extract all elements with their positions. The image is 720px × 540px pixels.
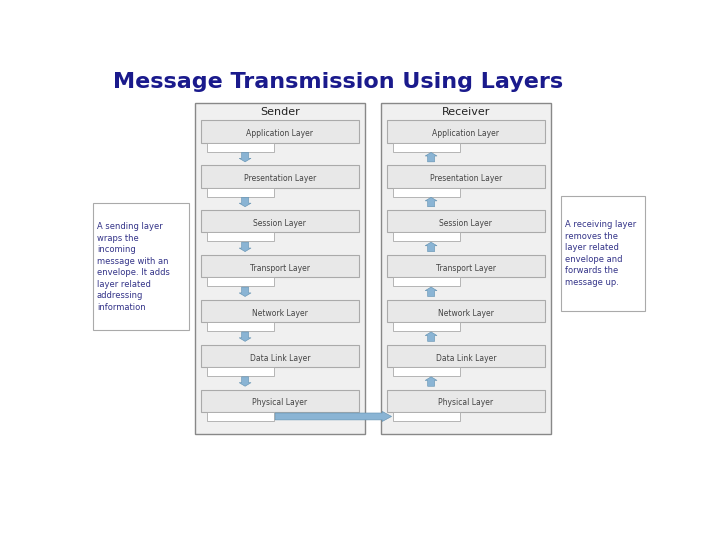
FancyBboxPatch shape (207, 187, 274, 197)
FancyBboxPatch shape (207, 232, 274, 241)
Text: Receiver: Receiver (441, 107, 490, 117)
FancyBboxPatch shape (93, 204, 189, 330)
FancyBboxPatch shape (393, 367, 459, 376)
FancyArrow shape (275, 411, 392, 421)
FancyBboxPatch shape (393, 187, 459, 197)
FancyArrow shape (239, 242, 251, 252)
Text: A sending layer
wraps the
incoming
message with an
envelope. It adds
layer relat: A sending layer wraps the incoming messa… (97, 222, 170, 312)
Text: Presentation Layer: Presentation Layer (244, 174, 316, 183)
FancyArrow shape (239, 287, 251, 296)
FancyBboxPatch shape (381, 103, 551, 434)
FancyBboxPatch shape (393, 278, 459, 286)
FancyBboxPatch shape (387, 120, 545, 143)
FancyArrow shape (426, 332, 437, 341)
FancyBboxPatch shape (387, 210, 545, 232)
FancyBboxPatch shape (387, 389, 545, 412)
Text: Data Link Layer: Data Link Layer (436, 354, 496, 362)
Text: Network Layer: Network Layer (438, 309, 494, 318)
FancyBboxPatch shape (207, 412, 274, 421)
FancyBboxPatch shape (201, 120, 359, 143)
Text: Session Layer: Session Layer (253, 219, 306, 228)
FancyArrow shape (239, 197, 251, 207)
FancyBboxPatch shape (207, 143, 274, 152)
FancyBboxPatch shape (387, 255, 545, 278)
Text: Physical Layer: Physical Layer (252, 399, 307, 408)
FancyBboxPatch shape (201, 255, 359, 278)
Text: Sender: Sender (260, 107, 300, 117)
Text: Message Transmission Using Layers: Message Transmission Using Layers (113, 72, 563, 92)
FancyArrow shape (426, 197, 437, 207)
FancyBboxPatch shape (207, 278, 274, 286)
FancyBboxPatch shape (387, 300, 545, 322)
FancyArrow shape (426, 152, 437, 162)
FancyBboxPatch shape (201, 300, 359, 322)
FancyArrow shape (239, 377, 251, 386)
FancyBboxPatch shape (201, 389, 359, 412)
FancyArrow shape (426, 287, 437, 296)
Text: Session Layer: Session Layer (439, 219, 492, 228)
FancyBboxPatch shape (201, 210, 359, 232)
Text: Data Link Layer: Data Link Layer (250, 354, 310, 362)
FancyArrow shape (426, 242, 437, 252)
FancyBboxPatch shape (201, 165, 359, 187)
FancyBboxPatch shape (207, 367, 274, 376)
Text: Application Layer: Application Layer (433, 129, 500, 138)
FancyBboxPatch shape (561, 195, 645, 311)
FancyBboxPatch shape (393, 412, 459, 421)
Text: Transport Layer: Transport Layer (250, 264, 310, 273)
FancyBboxPatch shape (393, 143, 459, 152)
Text: Transport Layer: Transport Layer (436, 264, 496, 273)
FancyBboxPatch shape (393, 322, 459, 331)
Text: A receiving layer
removes the
layer related
envelope and
forwards the
message up: A receiving layer removes the layer rela… (565, 220, 636, 287)
Text: Presentation Layer: Presentation Layer (430, 174, 502, 183)
FancyArrow shape (239, 332, 251, 341)
Text: Network Layer: Network Layer (252, 309, 308, 318)
FancyBboxPatch shape (387, 165, 545, 187)
Text: Physical Layer: Physical Layer (438, 399, 493, 408)
FancyBboxPatch shape (194, 103, 365, 434)
FancyBboxPatch shape (201, 345, 359, 367)
Text: Application Layer: Application Layer (246, 129, 313, 138)
FancyArrow shape (426, 377, 437, 386)
FancyBboxPatch shape (387, 345, 545, 367)
FancyArrow shape (239, 152, 251, 162)
FancyBboxPatch shape (393, 232, 459, 241)
FancyBboxPatch shape (207, 322, 274, 331)
